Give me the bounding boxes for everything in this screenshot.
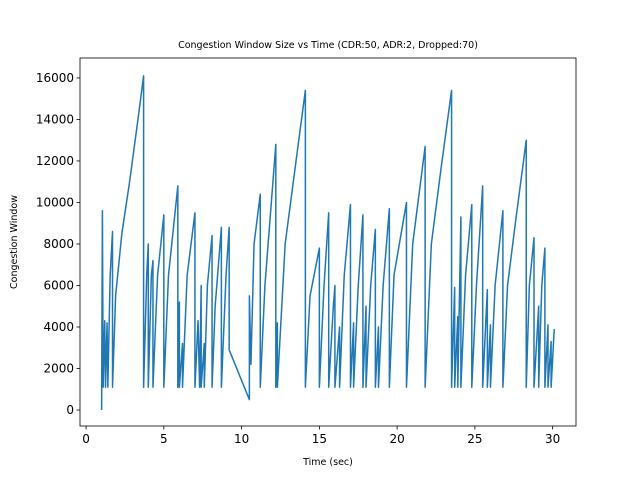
y-tick-label: 8000 bbox=[43, 237, 74, 251]
y-tick-label: 14000 bbox=[36, 112, 74, 126]
plot-frame bbox=[79, 57, 577, 427]
y-tick-label: 10000 bbox=[36, 195, 74, 209]
data-line bbox=[100, 75, 555, 411]
y-tick-label: 16000 bbox=[36, 71, 74, 85]
y-tick-label: 0 bbox=[66, 403, 74, 417]
x-tick-label: 10 bbox=[234, 432, 249, 446]
x-tick-label: 15 bbox=[312, 432, 327, 446]
y-tick-label: 2000 bbox=[43, 362, 74, 376]
y-axis-label: Congestion Window bbox=[9, 195, 20, 289]
y-tick-label: 12000 bbox=[36, 154, 74, 168]
x-tick-label: 5 bbox=[160, 432, 168, 446]
x-tick-label: 0 bbox=[82, 432, 90, 446]
x-axis-label: Time (sec) bbox=[302, 457, 353, 468]
y-tick-label: 6000 bbox=[43, 278, 74, 292]
x-tick-label: 20 bbox=[389, 432, 404, 446]
y-tick-label: 4000 bbox=[43, 320, 74, 334]
chart-title: Congestion Window Size vs Time (CDR:50, … bbox=[178, 40, 478, 51]
x-tick-label: 25 bbox=[467, 432, 482, 446]
x-tick-label: 30 bbox=[545, 432, 560, 446]
